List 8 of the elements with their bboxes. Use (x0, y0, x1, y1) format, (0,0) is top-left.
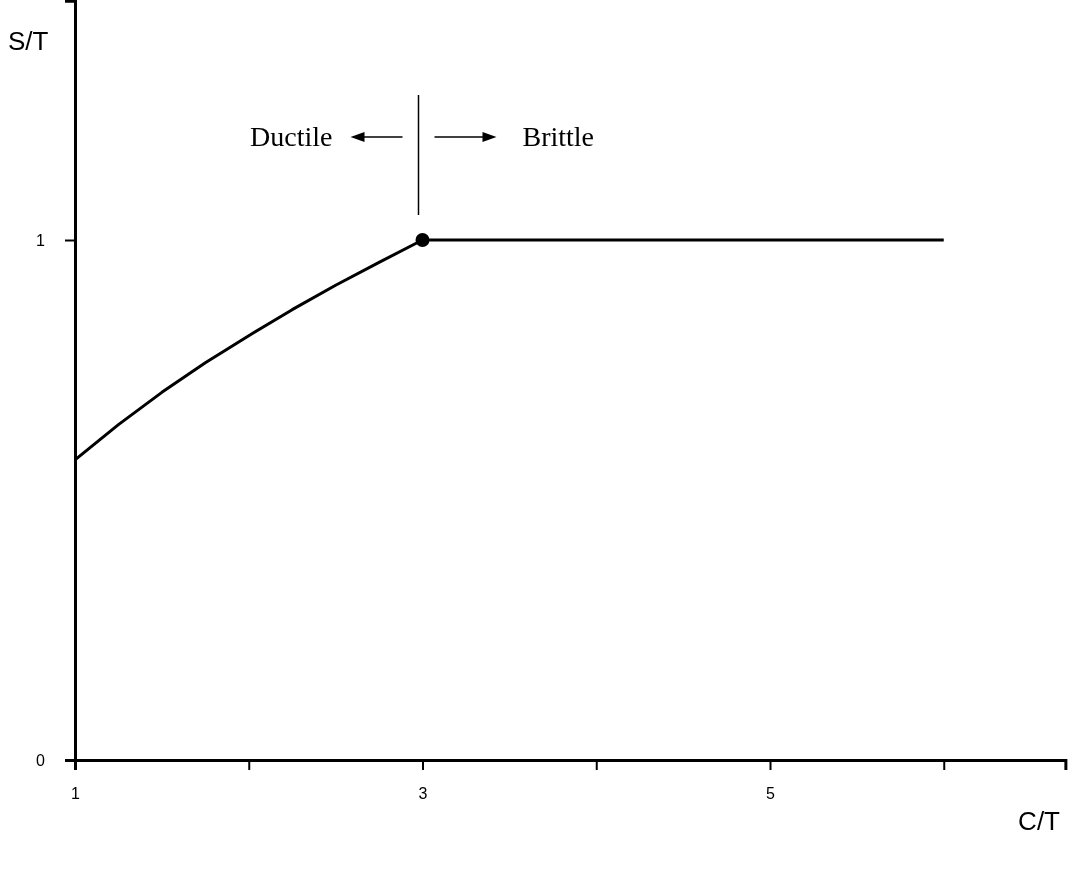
y-axis-title: S/T (8, 26, 49, 56)
x-tick-label: 1 (71, 785, 81, 803)
x-tick-label: 5 (766, 785, 776, 803)
y-tick-label: 0 (36, 751, 46, 769)
x-tick-label: 3 (418, 785, 428, 803)
annotation: Ductile (250, 121, 333, 152)
annotation: Brittle (522, 121, 595, 152)
x-axis-title: C/T (1018, 806, 1061, 836)
